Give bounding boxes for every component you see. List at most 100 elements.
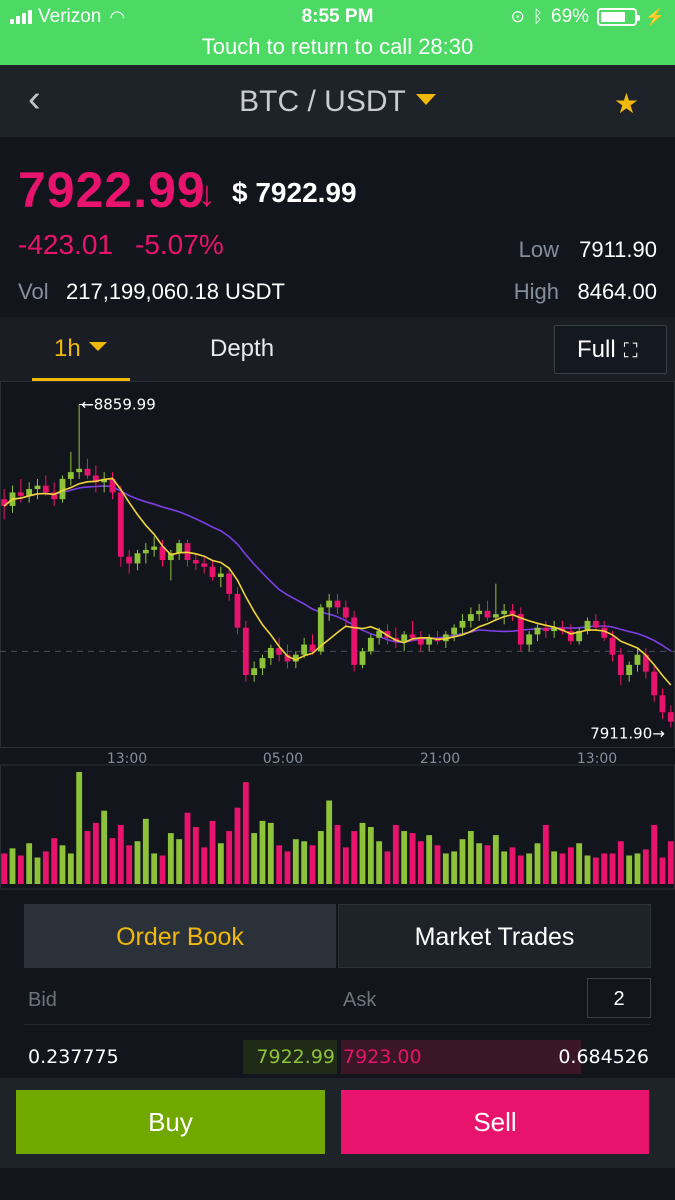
- candle-body: [667, 712, 674, 722]
- ask-column-label: Ask: [343, 989, 377, 1011]
- volume-bar: [501, 851, 508, 884]
- volume-bar: [451, 851, 458, 884]
- candle-body: [76, 468, 83, 473]
- volume-bar: [392, 824, 399, 884]
- charging-icon: ⚡: [645, 9, 665, 26]
- status-right: ⊙ ᛒ 69% ⚡: [511, 6, 665, 28]
- x-tick-label: 05:00: [263, 751, 303, 767]
- candle-body: [26, 489, 33, 496]
- pair-selector[interactable]: BTC / USDT: [0, 85, 675, 119]
- volume-bar: [92, 822, 99, 884]
- volume-label: Vol: [18, 279, 49, 304]
- tab-interval[interactable]: 1h: [32, 317, 130, 381]
- candle-body: [142, 549, 149, 554]
- volume-bar: [267, 822, 274, 884]
- volume-bar: [601, 853, 608, 884]
- precision-selector[interactable]: 2: [587, 978, 651, 1018]
- volume-bar: [84, 831, 91, 884]
- candle-body: [401, 634, 408, 642]
- volume-bar: [134, 841, 141, 884]
- candle-body: [276, 647, 283, 655]
- candle-body: [484, 610, 491, 618]
- volume-bar: [667, 841, 674, 884]
- volume-bar: [51, 838, 58, 884]
- volume-bar: [301, 841, 308, 884]
- volume-bar: [576, 843, 583, 884]
- price-change: -423.01: [18, 229, 113, 260]
- candle-body: [251, 668, 258, 675]
- fullscreen-button[interactable]: Full ⛶: [554, 325, 667, 374]
- volume-bar: [109, 838, 116, 884]
- volume-bar: [559, 853, 566, 884]
- tab-depth[interactable]: Depth: [210, 335, 275, 362]
- candle-body: [642, 654, 649, 672]
- wifi-icon: ◠: [109, 6, 126, 27]
- volume-bar: [334, 824, 341, 884]
- candle-body: [59, 478, 66, 500]
- favorite-star-icon[interactable]: ★: [613, 88, 639, 119]
- volume-bar: [1, 853, 8, 884]
- volume-bar: [259, 820, 266, 884]
- candle-body: [617, 654, 624, 675]
- tab-order-book[interactable]: Order Book: [24, 904, 336, 968]
- order-book-row[interactable]: 0.237775 7922.99 7923.00 0.684526: [0, 1040, 675, 1076]
- back-icon[interactable]: ‹: [28, 78, 41, 120]
- volume-bar: [492, 835, 499, 884]
- volume-bar: [159, 855, 166, 884]
- min-price-label: 7911.90→: [590, 724, 665, 742]
- price-chart[interactable]: ←8859.99 7911.90→ 13:00 05:00 21:00 13:00: [0, 381, 675, 890]
- volume-bar: [517, 855, 524, 884]
- volume-bar: [434, 845, 441, 884]
- volume-bar: [317, 831, 324, 884]
- volume-bar: [401, 831, 408, 884]
- candle-body: [259, 658, 266, 669]
- status-bar: Verizon ◠ 8:55 PM ⊙ ᛒ 69% ⚡ Touch to ret…: [0, 0, 675, 65]
- buy-button[interactable]: Buy: [16, 1090, 325, 1154]
- candle-body: [517, 614, 524, 645]
- sell-button[interactable]: Sell: [341, 1090, 649, 1154]
- signal-icon: [10, 10, 32, 24]
- volume-bar: [201, 847, 208, 884]
- candle-body: [309, 644, 316, 652]
- volume-bar: [101, 810, 108, 884]
- interval-label: 1h: [54, 335, 81, 362]
- tab-market-trades[interactable]: Market Trades: [338, 904, 651, 968]
- volume-bar: [142, 818, 149, 884]
- fullscreen-label: Full: [577, 336, 616, 363]
- candle-body: [317, 607, 324, 652]
- usd-price: $ 7922.99: [232, 177, 357, 208]
- candle-body: [167, 553, 174, 561]
- candle-body: [351, 617, 358, 665]
- volume-bar: [409, 833, 416, 884]
- volume-bar: [17, 855, 24, 884]
- candle-body: [101, 478, 108, 483]
- volume-bar: [226, 831, 233, 884]
- volume-bar: [442, 853, 449, 884]
- candle-body: [476, 610, 483, 615]
- carrier-label: Verizon: [38, 6, 102, 27]
- candle-body: [217, 573, 224, 577]
- candle-body: [84, 468, 91, 476]
- volume-bar: [592, 857, 599, 884]
- candle-body: [551, 627, 558, 632]
- battery-percent: 69%: [551, 6, 590, 27]
- volume-bar: [634, 853, 641, 884]
- candle-body: [359, 651, 366, 665]
- candle-body: [109, 478, 116, 493]
- candle-body: [426, 637, 433, 645]
- candle-body: [209, 566, 216, 577]
- candle-body: [201, 563, 208, 567]
- chart-tabs: 1h Depth Full ⛶: [0, 317, 675, 381]
- volume-bar: [342, 847, 349, 884]
- volume-bar: [426, 835, 433, 884]
- volume-bar: [351, 831, 358, 884]
- candle-body: [67, 472, 74, 479]
- last-price: 7922.99: [18, 162, 206, 218]
- volume-bar: [626, 855, 633, 884]
- ticker-panel: 7922.99 ↓ $ 7922.99 -423.01 -5.07% Vol 2…: [0, 137, 675, 317]
- candle-body: [576, 631, 583, 642]
- volume-bar: [617, 841, 624, 884]
- volume-bar: [9, 848, 16, 884]
- candle-body: [242, 627, 249, 675]
- call-banner[interactable]: Touch to return to call 28:30: [201, 34, 474, 59]
